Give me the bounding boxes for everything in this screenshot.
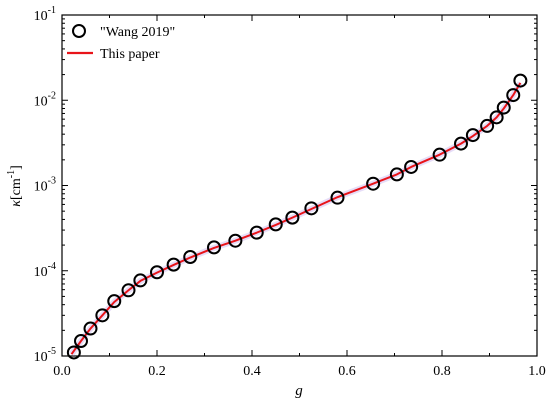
legend-label-this-paper: This paper [100, 47, 160, 62]
data-point-wang-2019 [330, 190, 345, 205]
x-tick-label: 0.2 [148, 364, 166, 379]
y-tick-label: 10-5 [34, 346, 56, 365]
data-point-wang-2019 [133, 273, 148, 288]
y-tick-label: 10-4 [34, 261, 56, 280]
y-tick-label-base: 10 [34, 9, 48, 24]
data-point-wang-2019 [496, 100, 511, 115]
y-tick-label-base: 10 [34, 180, 48, 195]
data-point-wang-2019 [432, 147, 447, 162]
y-axis-label: κ[cm-1] [6, 165, 24, 207]
x-axis: 0.0 0.2 0.4 0.6 0.8 1.0 [53, 15, 546, 379]
y-tick-label-exp: -2 [48, 90, 56, 101]
data-point-wang-2019 [506, 88, 521, 103]
data-point-wang-2019 [183, 249, 198, 264]
x-tick-label: 0.0 [53, 364, 71, 379]
data-point-wang-2019 [66, 345, 81, 360]
x-tick-label: 0.6 [338, 364, 356, 379]
data-point-wang-2019 [285, 210, 300, 225]
data-point-wang-2019 [249, 225, 264, 240]
x-tick-label: 1.0 [528, 364, 546, 379]
data-point-wang-2019 [480, 118, 495, 133]
data-point-wang-2019 [83, 321, 98, 336]
y-tick-label-base: 10 [34, 94, 48, 109]
x-axis-label: g [295, 383, 303, 399]
data-point-wang-2019 [366, 176, 381, 191]
y-axis-label-unit-open: [cm [9, 178, 24, 200]
data-point-wang-2019 [166, 257, 181, 272]
y-axis: 10-510-410-310-210-1 [34, 5, 537, 365]
y-tick-label-exp: -1 [48, 5, 56, 16]
y-tick-label-exp: -3 [48, 176, 56, 187]
data-point-wang-2019 [304, 201, 319, 216]
legend-marker-wang [72, 24, 86, 38]
data-point-wang-2019 [268, 217, 283, 232]
data-point-wang-2019 [150, 265, 164, 280]
y-tick-label: 10-3 [34, 176, 56, 195]
legend: "Wang 2019" This paper [67, 24, 175, 62]
series-line-this-paper [70, 82, 522, 355]
data-point-wang-2019 [389, 167, 404, 182]
data-point-wang-2019 [489, 110, 504, 125]
y-tick-label: 10-2 [34, 90, 56, 109]
data-point-wang-2019 [513, 73, 528, 88]
x-tick-label: 0.4 [243, 364, 261, 379]
series-layer [66, 73, 528, 360]
y-tick-label: 10-1 [34, 5, 56, 24]
data-point-wang-2019 [95, 308, 110, 323]
y-tick-label-base: 10 [34, 265, 48, 280]
y-tick-label-exp: -4 [48, 261, 56, 272]
x-tick-label: 0.8 [433, 364, 451, 379]
y-tick-label-base: 10 [34, 350, 48, 365]
y-axis-label-unit-exp: -1 [6, 170, 17, 178]
data-point-wang-2019 [207, 240, 221, 255]
data-point-wang-2019 [228, 233, 243, 248]
data-point-wang-2019 [121, 283, 136, 298]
y-tick-label-exp: -5 [48, 346, 56, 357]
data-point-wang-2019 [404, 159, 419, 174]
data-point-wang-2019 [74, 333, 88, 348]
data-point-wang-2019 [465, 128, 480, 143]
svg-text:κ[cm-1]: κ[cm-1] [6, 165, 24, 207]
data-point-wang-2019 [107, 294, 122, 309]
y-axis-label-unit-close: ] [9, 165, 24, 170]
data-point-wang-2019 [454, 136, 468, 151]
y-axis-label-kappa: κ [9, 200, 24, 207]
legend-label-wang: "Wang 2019" [100, 25, 175, 40]
